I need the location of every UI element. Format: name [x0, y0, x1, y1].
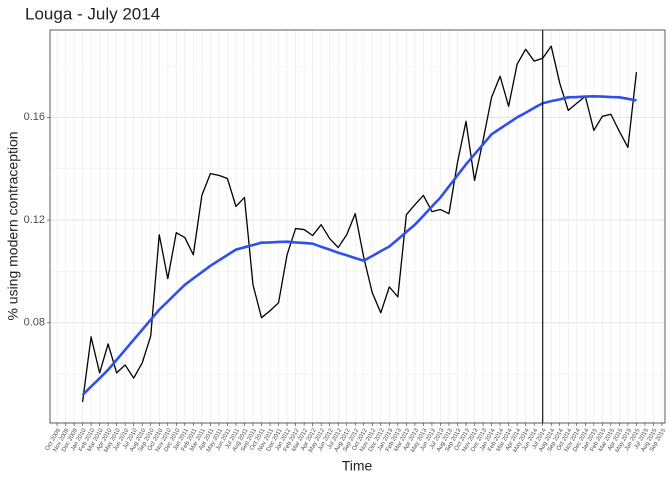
chart-title: Louga - July 2014 [25, 4, 160, 23]
y-tick-label: 0.08 [24, 317, 45, 329]
y-axis-title: % using modern contraception [5, 131, 21, 320]
plot-border [49, 29, 666, 424]
y-tick-label: 0.12 [24, 214, 45, 226]
y-tick-label: 0.16 [24, 111, 45, 123]
series-line [81, 94, 637, 396]
series-line [81, 45, 638, 403]
x-axis-title: Time [342, 458, 373, 474]
